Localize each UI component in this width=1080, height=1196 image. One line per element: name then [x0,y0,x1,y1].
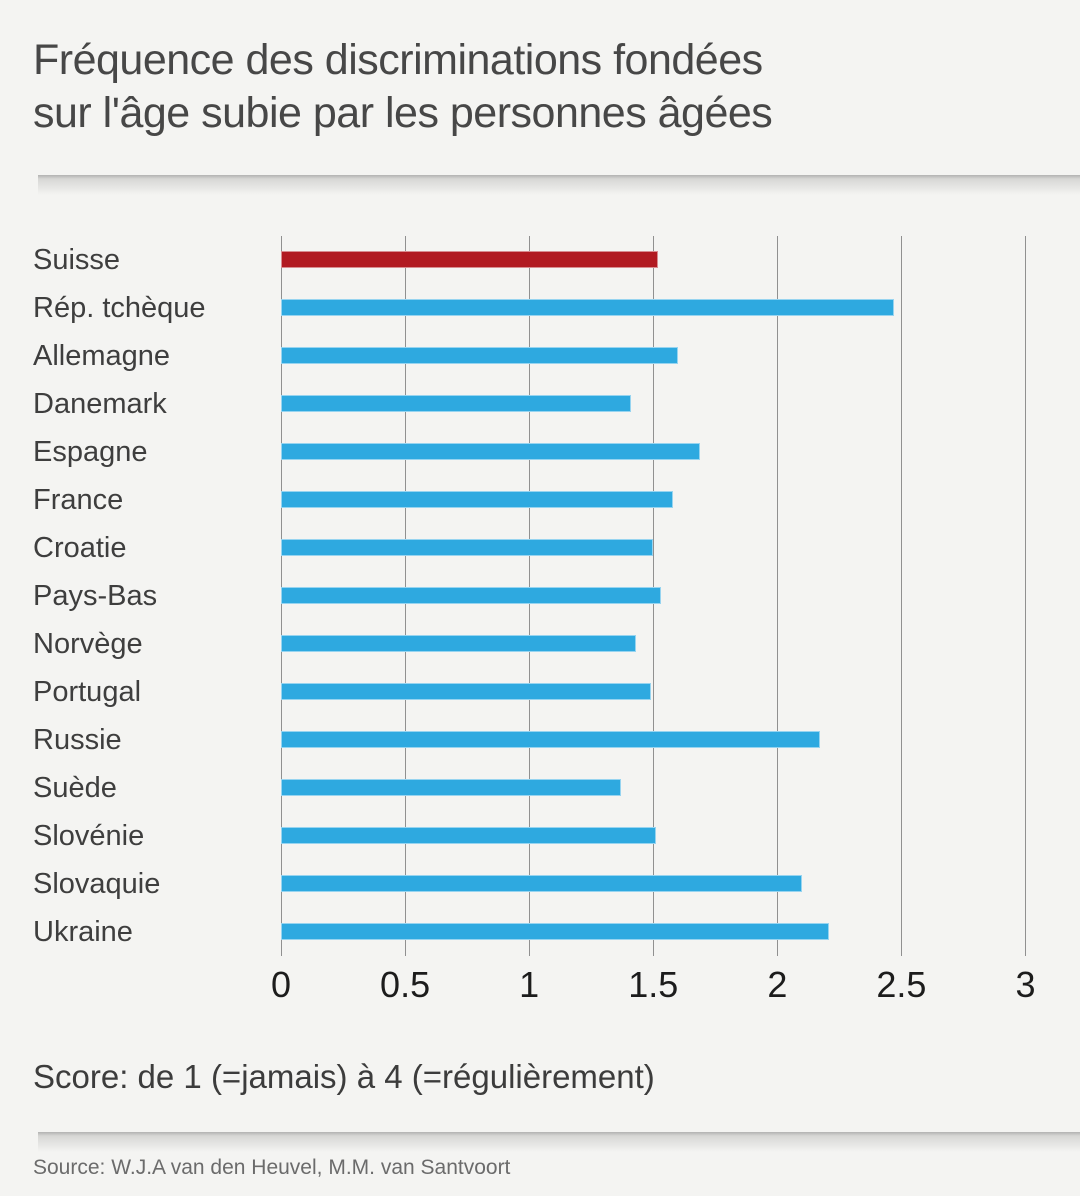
bar [281,346,679,364]
chart-title: Fréquence des discriminations fondées su… [33,34,773,140]
country-label: France [33,483,124,516]
bar-row: Suède [0,764,1080,812]
country-label: Allemagne [33,339,171,372]
chart-title-line2: sur l'âge subie par les personnes âgées [33,89,773,137]
country-label: Rép. tchèque [33,291,206,324]
bar-row: Rép. tchèque [0,284,1080,332]
country-label: Espagne [33,435,148,468]
bar-row: Ukraine [0,908,1080,956]
x-axis-tick-label: 1.5 [628,964,679,1005]
bar-row: Allemagne [0,332,1080,380]
x-axis-tick-label: 0 [270,964,292,1005]
bar-row: Pays-Bas [0,572,1080,620]
country-label: Slovaquie [33,867,161,900]
bar-row: Espagne [0,428,1080,476]
source-credit: Source: W.J.A van den Heuvel, M.M. van S… [33,1156,511,1179]
bar [281,586,661,604]
country-label: Pays-Bas [33,579,158,612]
bar [281,490,674,508]
gridline [776,236,778,956]
bar [281,298,894,316]
bar [281,394,631,412]
bar-row: France [0,476,1080,524]
score-scale-note: Score: de 1 (=jamais) à 4 (=régulièremen… [33,1058,655,1095]
bar-row: Slovaquie [0,860,1080,908]
bar [281,538,654,556]
header-divider-shadow [38,175,1080,195]
bar [281,874,803,892]
bar [281,730,820,748]
bar-row: Slovénie [0,812,1080,860]
x-axis-tick-label: 2.5 [876,964,927,1005]
country-label: Suède [33,771,117,804]
x-axis-tick-label: 0.5 [380,964,431,1005]
country-label: Ukraine [33,915,133,948]
bar [281,826,656,844]
country-label: Danemark [33,387,167,420]
country-label: Croatie [33,531,127,564]
bar-row: Suisse [0,236,1080,284]
bar [281,778,621,796]
bar [281,250,659,268]
country-label: Portugal [33,675,142,708]
chart-title-line1: Fréquence des discriminations fondées [33,36,763,84]
bar-row: Norvège [0,620,1080,668]
country-label: Russie [33,723,122,756]
bar [281,442,701,460]
country-label: Suisse [33,243,121,276]
x-axis-tick-label: 3 [1015,964,1036,1005]
bar [281,922,830,940]
x-axis-tick-label: 1 [519,964,540,1005]
x-axis-tick-label: 2 [767,964,788,1005]
bar-row: Portugal [0,668,1080,716]
bar-row: Danemark [0,380,1080,428]
bar-row: Croatie [0,524,1080,572]
gridline [900,236,902,956]
bar-row: Russie [0,716,1080,764]
footer-divider-shadow [38,1132,1080,1152]
country-label: Slovénie [33,819,145,852]
bar [281,634,636,652]
gridline [1025,236,1026,956]
bar [281,682,651,700]
country-label: Norvège [33,627,143,660]
